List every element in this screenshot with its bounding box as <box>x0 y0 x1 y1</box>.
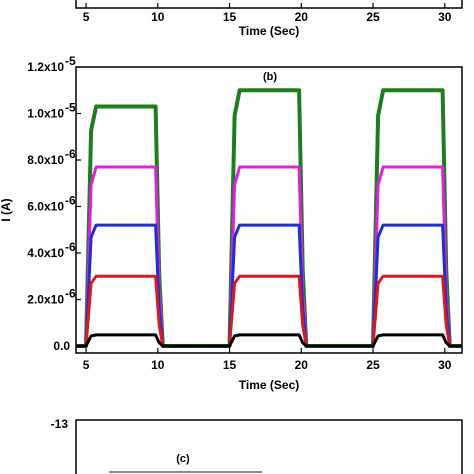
panel-b: 5 10 15 20 25 30 0.02.0x10 -64.0x10 -66.0x10 -68… <box>0 54 463 392</box>
panel-a-x-axis-label: Time (Sec) <box>239 24 299 38</box>
panel-b-x-tick-label: 10 <box>151 358 165 372</box>
panel-a-x-tick-label: 15 <box>223 10 237 24</box>
series-line <box>76 165 462 348</box>
panel-b-y-tick-label: 8.0x10 <box>27 153 64 167</box>
series-line <box>76 88 462 348</box>
panel-b-plot-frame <box>75 66 463 354</box>
panel-a-x-tick-label: 10 <box>151 10 165 24</box>
panel-a-x-tick-label: 5 <box>83 10 90 24</box>
panel-b-series <box>76 88 462 348</box>
panel-b-x-ticks: 5 10 15 20 25 30 <box>83 348 452 372</box>
panel-b-y-tick-label: 4.0x10 <box>27 246 64 260</box>
panel-b-label: (b) <box>263 71 277 83</box>
series-line <box>76 274 462 348</box>
panel-b-y-ticks: 0.02.0x10 -64.0x10 -66.0x10 -68.0x10 -61.0x1… <box>27 54 81 353</box>
panel-b-y-tick-label: 2.0x10 <box>27 293 64 307</box>
panel-b-y-axis-label: I (A) <box>0 198 13 221</box>
series-line <box>76 333 462 348</box>
panel-b-y-tick-label: 0.0 <box>53 339 70 353</box>
panel-b-y-tick-exponent: -5 <box>65 54 76 68</box>
series-line <box>76 223 462 348</box>
panel-a-x-ticks: 5 10 15 20 25 30 <box>83 3 452 24</box>
panel-a-x-tick-label: 30 <box>438 10 452 24</box>
panel-b-y-tick-exponent: -6 <box>65 194 76 208</box>
panel-b-y-tick-exponent: -6 <box>65 147 76 161</box>
panel-b-x-tick-label: 20 <box>295 358 309 372</box>
panel-b-y-tick-exponent: -5 <box>65 101 76 115</box>
panel-b-x-tick-label: 25 <box>366 358 380 372</box>
panel-c-label: (c) <box>176 453 190 465</box>
panel-b-y-tick-exponent: -6 <box>65 287 76 301</box>
panel-b-x-axis-label: Time (Sec) <box>239 378 299 392</box>
panel-b-x-tick-label: 5 <box>83 358 90 372</box>
panel-b-y-tick-exponent: -6 <box>65 240 76 254</box>
panel-a-x-tick-label: 25 <box>366 10 380 24</box>
panel-b-x-tick-label: 30 <box>438 358 452 372</box>
panel-a-plot-frame <box>75 0 463 9</box>
panel-a-x-tick-label: 20 <box>295 10 309 24</box>
panel-b-y-tick-label: 1.2x10 <box>27 60 64 74</box>
panel-c: -13 (c) <box>51 417 463 474</box>
panel-b-x-tick-label: 15 <box>223 358 237 372</box>
panel-b-y-tick-label: 1.0x10 <box>27 107 64 121</box>
panel-c-plot-frame <box>75 419 463 474</box>
panel-c-y-tick-label: -13 <box>51 417 69 431</box>
panel-b-y-tick-label: 6.0x10 <box>27 200 64 214</box>
panel-a: 5 10 15 20 25 30 Time (Sec) <box>75 0 463 38</box>
